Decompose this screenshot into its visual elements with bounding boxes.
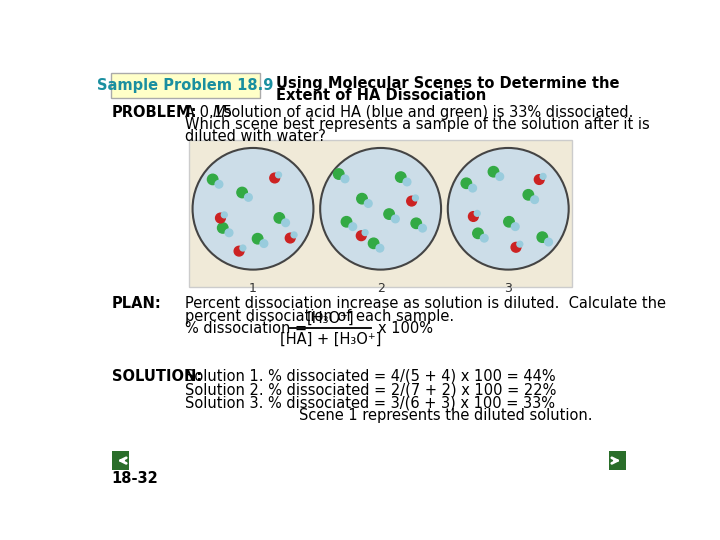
Text: Solution 3. % dissociated = 3/(6 + 3) x 100 = 33%: Solution 3. % dissociated = 3/(6 + 3) x … bbox=[184, 395, 554, 410]
Circle shape bbox=[291, 232, 297, 238]
Text: Solution 1. % dissociated = 4/(5 + 4) x 100 = 44%: Solution 1. % dissociated = 4/(5 + 4) x … bbox=[184, 369, 555, 384]
Circle shape bbox=[356, 231, 366, 241]
Text: Percent dissociation increase as solution is diluted.  Calculate the: Percent dissociation increase as solutio… bbox=[184, 296, 665, 311]
Circle shape bbox=[285, 233, 295, 243]
Text: M: M bbox=[212, 105, 225, 120]
Circle shape bbox=[517, 241, 523, 247]
Circle shape bbox=[392, 215, 399, 222]
Ellipse shape bbox=[320, 148, 441, 269]
Circle shape bbox=[245, 193, 252, 201]
Text: Extent of HA Dissociation: Extent of HA Dissociation bbox=[276, 88, 486, 103]
FancyBboxPatch shape bbox=[609, 451, 626, 470]
Circle shape bbox=[237, 187, 248, 198]
Circle shape bbox=[217, 222, 228, 233]
Circle shape bbox=[356, 193, 367, 204]
Circle shape bbox=[537, 232, 547, 242]
Text: Sample Problem 18.9: Sample Problem 18.9 bbox=[97, 78, 274, 93]
Text: PROBLEM:: PROBLEM: bbox=[112, 105, 197, 120]
Circle shape bbox=[407, 196, 416, 206]
Circle shape bbox=[333, 169, 344, 179]
Text: Using Molecular Scenes to Determine the: Using Molecular Scenes to Determine the bbox=[276, 76, 619, 91]
Text: SOLUTION:: SOLUTION: bbox=[112, 369, 202, 384]
Circle shape bbox=[534, 174, 544, 184]
Circle shape bbox=[221, 212, 228, 218]
Text: Scene 1 represents the diluted solution.: Scene 1 represents the diluted solution. bbox=[300, 408, 593, 423]
Circle shape bbox=[473, 228, 483, 239]
Circle shape bbox=[349, 223, 356, 231]
Circle shape bbox=[488, 166, 499, 177]
Circle shape bbox=[341, 217, 351, 227]
Text: 18-32: 18-32 bbox=[112, 471, 158, 487]
Circle shape bbox=[369, 238, 379, 248]
Circle shape bbox=[384, 209, 395, 219]
Text: 3: 3 bbox=[504, 282, 512, 295]
Circle shape bbox=[531, 196, 539, 204]
Ellipse shape bbox=[192, 148, 313, 269]
Text: [H₃O⁺]: [H₃O⁺] bbox=[307, 310, 354, 326]
Circle shape bbox=[474, 211, 480, 217]
Circle shape bbox=[511, 242, 521, 252]
Text: diluted with water?: diluted with water? bbox=[184, 130, 325, 145]
Text: Which scene best represents a sample of the solution after it is: Which scene best represents a sample of … bbox=[184, 117, 649, 132]
Text: 1: 1 bbox=[249, 282, 257, 295]
Text: percent dissociation of each sample.: percent dissociation of each sample. bbox=[184, 309, 454, 324]
Text: Solution 2. % dissociated = 2/(7 + 2) x 100 = 22%: Solution 2. % dissociated = 2/(7 + 2) x … bbox=[184, 382, 556, 397]
Circle shape bbox=[341, 175, 349, 183]
Circle shape bbox=[253, 233, 263, 244]
Text: 2: 2 bbox=[377, 282, 384, 295]
Circle shape bbox=[376, 245, 384, 252]
FancyBboxPatch shape bbox=[111, 73, 260, 98]
Text: solution of acid HA (blue and green) is 33% dissociated.: solution of acid HA (blue and green) is … bbox=[219, 105, 633, 120]
Circle shape bbox=[504, 217, 514, 227]
Circle shape bbox=[540, 173, 546, 179]
Circle shape bbox=[461, 178, 472, 188]
Text: [HA] + [H₃O⁺]: [HA] + [H₃O⁺] bbox=[279, 332, 381, 347]
Circle shape bbox=[411, 218, 421, 228]
Circle shape bbox=[469, 184, 477, 192]
FancyBboxPatch shape bbox=[189, 140, 572, 287]
Circle shape bbox=[215, 180, 222, 188]
Circle shape bbox=[523, 190, 534, 200]
Text: x 100%: x 100% bbox=[378, 321, 433, 336]
Circle shape bbox=[274, 213, 284, 223]
Circle shape bbox=[403, 178, 411, 186]
FancyBboxPatch shape bbox=[112, 451, 129, 470]
Circle shape bbox=[364, 200, 372, 207]
Circle shape bbox=[270, 173, 279, 183]
Circle shape bbox=[469, 212, 478, 221]
Circle shape bbox=[240, 245, 246, 251]
Text: A 0.15: A 0.15 bbox=[184, 105, 236, 120]
Circle shape bbox=[225, 229, 233, 237]
Circle shape bbox=[362, 230, 368, 235]
Circle shape bbox=[215, 213, 225, 223]
Circle shape bbox=[395, 172, 406, 183]
Circle shape bbox=[234, 246, 244, 256]
Circle shape bbox=[413, 195, 418, 201]
Circle shape bbox=[418, 224, 426, 232]
Circle shape bbox=[260, 240, 268, 247]
Text: PLAN:: PLAN: bbox=[112, 296, 161, 311]
Ellipse shape bbox=[448, 148, 569, 269]
Text: % dissociation =: % dissociation = bbox=[184, 321, 307, 336]
Circle shape bbox=[207, 174, 218, 185]
Circle shape bbox=[496, 173, 503, 180]
Circle shape bbox=[511, 223, 519, 231]
Circle shape bbox=[282, 219, 289, 227]
Circle shape bbox=[276, 172, 282, 178]
Circle shape bbox=[480, 234, 488, 242]
Circle shape bbox=[545, 238, 552, 246]
